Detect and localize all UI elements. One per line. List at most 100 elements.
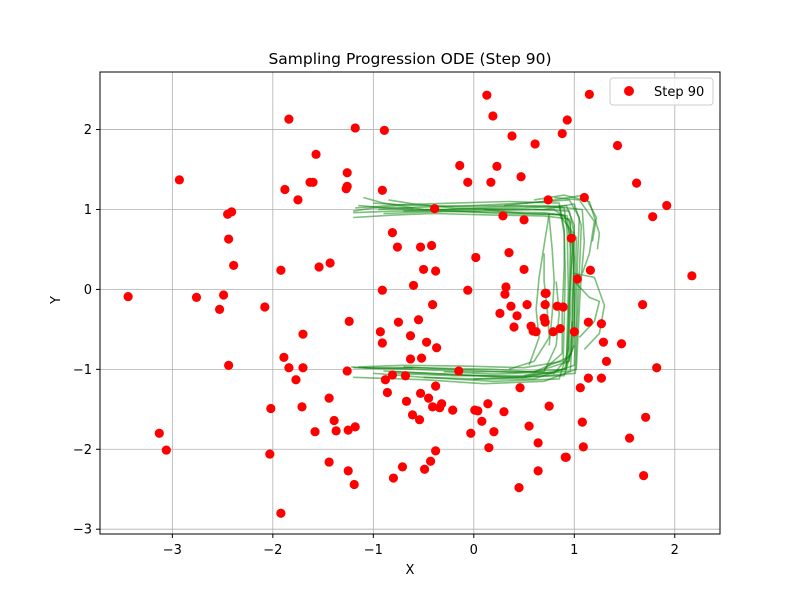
data-point — [324, 457, 334, 467]
data-point — [393, 317, 404, 327]
data-point — [423, 393, 434, 403]
data-point — [486, 177, 496, 187]
data-point — [483, 399, 493, 409]
data-point — [533, 466, 543, 476]
legend: Step 90 — [609, 77, 714, 106]
data-point — [405, 331, 416, 341]
plot-area: −3 −2 −1 0 1 2 −3 −2 −1 0 1 2 — [73, 71, 721, 558]
data-point — [466, 428, 476, 438]
data-point — [543, 195, 553, 205]
data-point — [266, 403, 276, 414]
data-point — [524, 421, 534, 431]
data-point — [687, 271, 697, 281]
data-point — [324, 393, 334, 403]
trajectory-line — [373, 202, 570, 374]
data-point — [413, 315, 424, 325]
data-point — [418, 264, 429, 275]
data-point — [331, 426, 341, 436]
data-point — [342, 168, 352, 178]
trajectory-line — [548, 217, 555, 346]
data-point — [382, 387, 392, 398]
x-tick-label: −3 — [163, 543, 182, 558]
data-point — [425, 456, 436, 466]
data-point — [533, 438, 543, 448]
data-point — [284, 363, 294, 373]
data-point — [311, 149, 321, 159]
data-point — [641, 412, 651, 422]
data-point — [489, 427, 499, 437]
data-point — [484, 443, 494, 453]
data-point — [561, 452, 571, 462]
trajectory-line — [353, 204, 586, 385]
data-point — [519, 264, 529, 275]
data-point — [572, 274, 582, 284]
data-point — [387, 370, 398, 380]
y-tick-label: 2 — [84, 123, 92, 138]
x-tick-label: 2 — [671, 543, 679, 558]
data-point — [495, 308, 505, 318]
x-tick-label: −1 — [364, 543, 383, 558]
data-point — [598, 337, 609, 347]
data-point — [405, 354, 416, 364]
data-point — [488, 111, 498, 121]
data-point — [415, 242, 426, 252]
legend-marker — [624, 86, 634, 96]
data-point — [498, 211, 508, 221]
data-point — [652, 363, 662, 373]
trajectory-line — [573, 280, 601, 338]
trajectory-line — [443, 321, 574, 375]
data-point — [276, 265, 286, 275]
data-point — [218, 290, 229, 300]
data-point — [161, 445, 171, 455]
data-point — [377, 285, 387, 295]
data-point — [314, 262, 324, 272]
data-point — [325, 258, 335, 268]
data-point — [562, 115, 572, 125]
data-point — [579, 192, 589, 203]
data-point — [616, 339, 627, 349]
x-tick-label: −2 — [263, 543, 282, 558]
trajectory-line — [355, 200, 567, 369]
data-point — [584, 89, 594, 99]
y-axis-title: Y — [49, 296, 64, 305]
data-point — [473, 406, 483, 416]
data-point — [540, 299, 550, 310]
data-point — [392, 242, 403, 252]
data-point — [583, 317, 593, 327]
data-point — [431, 381, 441, 391]
data-point — [514, 483, 524, 493]
data-point — [631, 178, 642, 188]
data-point — [380, 375, 390, 385]
data-point — [575, 383, 585, 393]
data-point — [507, 131, 517, 141]
data-point — [123, 292, 133, 302]
data-point — [569, 327, 579, 337]
data-point — [583, 373, 593, 383]
data-point — [214, 304, 225, 314]
data-point — [291, 375, 301, 385]
x-axis-title: X — [406, 563, 415, 578]
data-point — [577, 417, 587, 427]
data-point — [548, 327, 558, 337]
trajectory-line — [353, 212, 576, 375]
data-point — [566, 233, 576, 243]
data-point — [415, 388, 426, 398]
data-point — [431, 446, 441, 456]
trajectory-line — [533, 194, 601, 250]
data-point — [310, 427, 320, 437]
axes-frame — [99, 71, 721, 535]
data-point — [601, 356, 612, 366]
x-tick-label: 0 — [470, 543, 478, 558]
data-point — [432, 343, 442, 353]
trajectory-line — [483, 208, 576, 338]
data-point — [388, 473, 399, 483]
data-point — [343, 425, 353, 435]
data-point — [400, 371, 411, 381]
data-point — [293, 195, 303, 205]
data-point — [375, 327, 385, 337]
data-point — [612, 140, 623, 151]
data-point — [408, 280, 419, 291]
data-point — [297, 402, 307, 412]
data-point — [585, 265, 595, 275]
